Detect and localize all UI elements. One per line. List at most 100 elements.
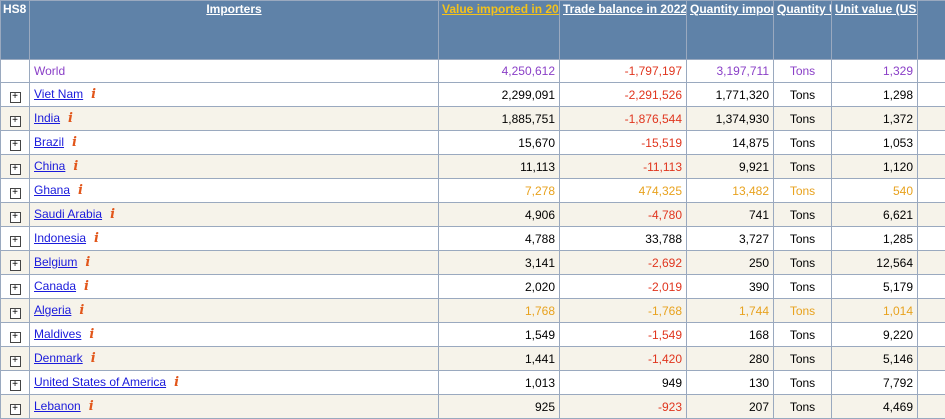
country-link[interactable]: China [34, 159, 65, 173]
country-link[interactable]: Lebanon [34, 399, 81, 413]
plus-box-icon[interactable]: + [10, 164, 21, 175]
info-icon[interactable]: i [91, 87, 96, 102]
world-row: World 4,250,612 -1,797,197 3,197,711 Ton… [1, 60, 945, 83]
info-icon[interactable]: i [89, 399, 94, 414]
value-cell: 1,013 [439, 371, 560, 395]
plus-box-icon[interactable]: + [10, 260, 21, 271]
quantity-cell: 130 [687, 371, 774, 395]
quantity-header[interactable]: Quantity imported in 2022 [687, 1, 774, 60]
info-icon[interactable]: i [79, 303, 84, 318]
world-balance: -1,797,197 [560, 60, 687, 83]
unit-cell: Tons [774, 155, 832, 179]
quantity-unit-header-label[interactable]: Quantity Unit [777, 2, 832, 16]
world-value: 4,250,612 [439, 60, 560, 83]
country-link[interactable]: Maldives [34, 327, 81, 341]
plus-box-icon[interactable]: + [10, 236, 21, 247]
value-header-label[interactable]: Value imported in 2022 (USD thousand) [442, 2, 560, 16]
unit-value-cell: 540 [832, 179, 918, 203]
unit-value-cell: 1,120 [832, 155, 918, 179]
info-icon[interactable]: i [89, 327, 94, 342]
quantity-cell: 390 [687, 275, 774, 299]
info-icon[interactable]: i [84, 279, 89, 294]
country-link[interactable]: Saudi Arabia [34, 207, 102, 221]
quantity-unit-header[interactable]: Quantity Unit [774, 1, 832, 60]
quantity-header-label[interactable]: Quantity imported in 2022 [690, 2, 774, 16]
plus-box-icon[interactable]: + [10, 92, 21, 103]
importers-header[interactable]: Importers [30, 1, 439, 60]
value-cell: 11,113 [439, 155, 560, 179]
info-icon[interactable]: i [72, 135, 77, 150]
country-link[interactable]: Indonesia [34, 231, 86, 245]
info-icon[interactable]: i [85, 255, 90, 270]
importer-cell: Indonesia i [30, 227, 439, 251]
info-icon[interactable]: i [78, 183, 83, 198]
country-link[interactable]: Brazil [34, 135, 64, 149]
plus-box-icon[interactable]: + [10, 284, 21, 295]
balance-cell: -1,549 [560, 323, 687, 347]
balance-cell: -15,519 [560, 131, 687, 155]
country-link[interactable]: United States of America [34, 375, 166, 389]
plus-box-icon[interactable]: + [10, 116, 21, 127]
plus-box-icon[interactable]: + [10, 356, 21, 367]
info-icon[interactable]: i [110, 207, 115, 222]
value-cell: 3,141 [439, 251, 560, 275]
expand-cell: + [1, 227, 30, 251]
quantity-cell: 14,875 [687, 131, 774, 155]
row-spacer [918, 371, 945, 395]
importer-cell: Maldives i [30, 323, 439, 347]
balance-cell: -2,291,526 [560, 83, 687, 107]
plus-box-icon[interactable]: + [10, 140, 21, 151]
importers-header-label[interactable]: Importers [206, 2, 261, 16]
plus-box-icon[interactable]: + [10, 308, 21, 319]
unit-value-cell: 1,372 [832, 107, 918, 131]
country-link[interactable]: Belgium [34, 255, 77, 269]
info-icon[interactable]: i [94, 231, 99, 246]
trade-balance-header[interactable]: Trade balance in 2022 (USD thousand)i [560, 1, 687, 60]
plus-box-icon[interactable]: + [10, 188, 21, 199]
value-cell: 4,906 [439, 203, 560, 227]
plus-box-icon[interactable]: + [10, 332, 21, 343]
unit-value-cell: 5,179 [832, 275, 918, 299]
unit-value-cell: 7,792 [832, 371, 918, 395]
importer-cell: Lebanon i [30, 395, 439, 419]
value-header[interactable]: Value imported in 2022 (USD thousand)▼ [439, 1, 560, 60]
plus-box-icon[interactable]: + [10, 404, 21, 415]
plus-box-icon[interactable]: + [10, 380, 21, 391]
balance-cell: 949 [560, 371, 687, 395]
info-icon[interactable]: i [174, 375, 179, 390]
unit-value-cell: 6,621 [832, 203, 918, 227]
country-link[interactable]: Ghana [34, 183, 70, 197]
plus-box-icon[interactable]: + [10, 212, 21, 223]
world-unit: Tons [774, 60, 832, 83]
quantity-cell: 741 [687, 203, 774, 227]
country-link[interactable]: Algeria [34, 303, 71, 317]
expand-cell: + [1, 347, 30, 371]
info-icon[interactable]: i [91, 351, 96, 366]
country-link[interactable]: Canada [34, 279, 76, 293]
row-spacer [918, 155, 945, 179]
unit-value-header[interactable]: Unit value (USD/unit)i [832, 1, 918, 60]
info-icon[interactable]: i [73, 159, 78, 174]
quantity-cell: 1,744 [687, 299, 774, 323]
balance-cell: -1,420 [560, 347, 687, 371]
country-link[interactable]: Viet Nam [34, 87, 83, 101]
info-icon[interactable]: i [68, 111, 73, 126]
expand-cell: + [1, 179, 30, 203]
balance-cell: -2,692 [560, 251, 687, 275]
trade-balance-header-label[interactable]: Trade balance in 2022 (USD thousand) [563, 2, 687, 16]
country-link[interactable]: Denmark [34, 351, 83, 365]
importer-cell: Belgium i [30, 251, 439, 275]
unit-value-header-label[interactable]: Unit value (USD/unit) [835, 2, 918, 16]
value-cell: 1,768 [439, 299, 560, 323]
country-link[interactable]: India [34, 111, 60, 125]
